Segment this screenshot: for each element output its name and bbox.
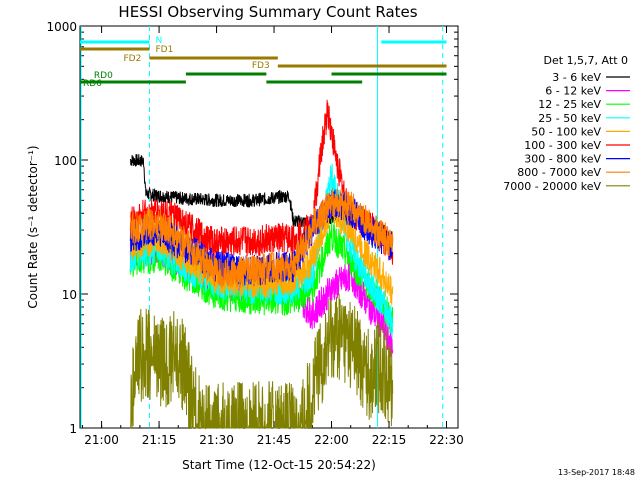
legend-item-label: 6 - 12 keV (545, 85, 601, 98)
legend-item-label: 3 - 6 keV (552, 71, 601, 84)
series-layer (129, 99, 394, 430)
attenuator-label: N (155, 36, 162, 46)
legend-item-label: 50 - 100 keV (531, 125, 601, 138)
chart-title: HESSI Observing Summary Count Rates (118, 3, 417, 21)
x-tick-label: 22:30 (429, 433, 464, 447)
attenuator-label: RD0 (94, 71, 113, 81)
attenuator-label: FD2 (123, 54, 141, 64)
attenuator-label: FD1 (155, 45, 173, 55)
x-axis-title: Start Time (12-Oct-15 20:54:22) (182, 458, 376, 472)
x-tick-label: 21:30 (199, 433, 234, 447)
x-tick-labels: 21:00 21:15 21:30 21:45 22:00 22:15 22:30 (84, 433, 464, 447)
attenuator-label: FD3 (252, 61, 270, 71)
legend-item-label: 25 - 50 keV (538, 112, 601, 125)
x-tick-label: 21:00 (84, 433, 119, 447)
footer-timestamp: 13-Sep-2017 18:48 (558, 468, 635, 477)
y-tick-label: 100 (54, 154, 77, 168)
y-tick-label: 1000 (46, 20, 77, 34)
legend-item-label: 100 - 300 keV (524, 139, 601, 152)
x-tick-label: 21:15 (142, 433, 177, 447)
y-tick-label: 10 (62, 288, 77, 302)
x-tick-label: 22:00 (314, 433, 349, 447)
legend-header: Det 1,5,7, Att 0 (544, 54, 628, 67)
y-tick-labels: 1 10 100 1000 (46, 20, 77, 436)
attenuator-label: RD6 (83, 79, 102, 89)
x-tick-label: 22:15 (372, 433, 407, 447)
legend-item-label: 800 - 7000 keV (517, 166, 601, 179)
x-tick-label: 21:45 (257, 433, 292, 447)
series-line (129, 187, 394, 288)
legend-item-label: 12 - 25 keV (538, 98, 601, 111)
legend-item-label: 7000 - 20000 keV (503, 180, 601, 193)
series-line (130, 293, 394, 430)
y-axis-title: Count Rate (s⁻¹ detector⁻¹) (26, 145, 40, 308)
legend-item-label: 300 - 800 keV (524, 153, 601, 166)
y-tick-label: 1 (69, 422, 77, 436)
